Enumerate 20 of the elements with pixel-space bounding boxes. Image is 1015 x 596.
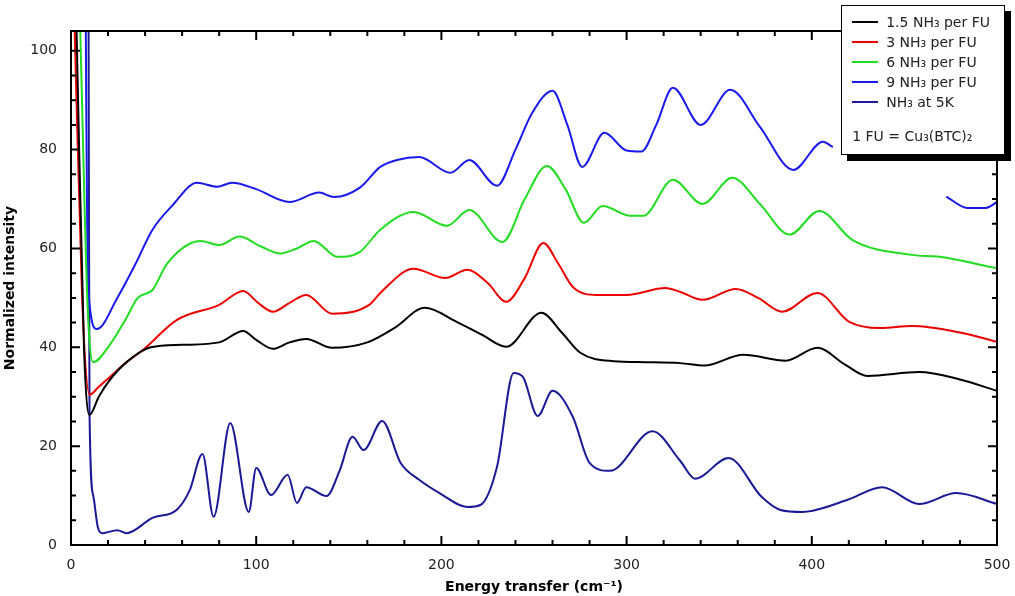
y-tick-label: 20 [39, 436, 57, 453]
x-tick-label: 200 [428, 556, 455, 573]
x-axis-title: Energy transfer (cm⁻¹) [445, 578, 623, 595]
y-tick-label: 40 [39, 337, 57, 354]
y-tick-label: 60 [39, 239, 57, 256]
x-tick-label: 400 [798, 556, 826, 573]
y-axis-title: Normalized intensity [1, 205, 18, 371]
x-tick-label: 0 [66, 556, 76, 573]
legend-label: 1.5 NH₃ per FU [886, 14, 990, 30]
x-tick-label: 100 [242, 556, 270, 573]
y-tick-label: 80 [39, 140, 57, 157]
x-tick-label: 500 [983, 556, 1011, 573]
y-tick-label: 0 [48, 535, 57, 552]
x-tick-label: 300 [613, 556, 640, 573]
y-tick-label: 100 [30, 41, 57, 58]
legend-label: 3 NH₃ per FU [886, 34, 977, 50]
legend-label: 6 NH₃ per FU [886, 54, 977, 70]
annotation: 1 FU = Cu₃(BTC)₂ [852, 128, 974, 144]
legend-label: 9 NH₃ per FU [886, 74, 977, 90]
legend-label: NH₃ at 5K [886, 94, 954, 110]
